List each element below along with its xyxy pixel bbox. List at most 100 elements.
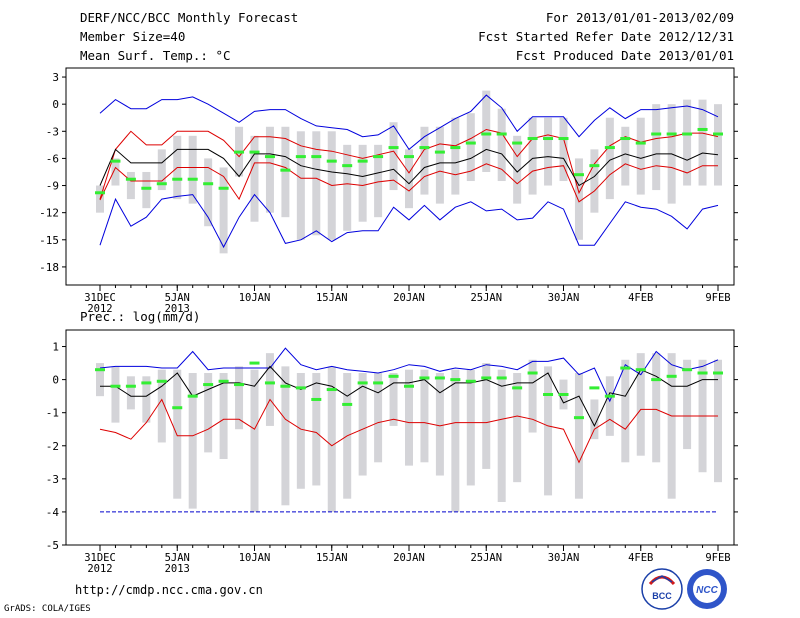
temperature-spread-box xyxy=(528,117,537,195)
precipitation-x-tick-year: 2012 xyxy=(87,563,112,575)
temperature-obs-mark xyxy=(573,173,584,177)
temperature-spread-box xyxy=(544,117,553,186)
temperature-spread-box xyxy=(250,135,259,222)
precipitation-spread-box xyxy=(513,373,522,483)
precipitation-title: Prec.: log(mm/d) xyxy=(80,309,200,324)
precipitation-obs-mark xyxy=(404,384,414,388)
precipitation-spread-box xyxy=(652,353,661,463)
precipitation-spread-box xyxy=(621,359,630,463)
temperature-x-tick-label: 10JAN xyxy=(239,292,271,304)
precipitation-obs-mark xyxy=(589,386,600,390)
precipitation-spread-box xyxy=(420,369,429,463)
precipitation-spread-box xyxy=(235,366,244,430)
precipitation-spread-box xyxy=(111,366,120,423)
temperature-spread-box xyxy=(188,135,197,204)
precipitation-obs-mark xyxy=(651,378,662,382)
precipitation-obs-mark xyxy=(419,376,430,380)
precipitation-spread-box xyxy=(188,373,197,509)
temperature-obs-mark xyxy=(666,132,677,136)
temperature-obs-mark xyxy=(373,155,384,159)
temperature-obs-mark xyxy=(218,186,229,190)
temperature-x-tick-year: 2012 xyxy=(87,303,112,315)
precipitation-obs-mark xyxy=(481,376,492,380)
temperature-obs-mark xyxy=(512,141,523,145)
temperature-spread-box xyxy=(157,149,166,191)
precipitation-spread-box xyxy=(590,399,599,440)
precipitation-spread-box xyxy=(312,373,321,486)
fcst-produced-date: Fcst Produced Date 2013/01/01 xyxy=(515,48,734,63)
temperature-obs-mark xyxy=(110,159,121,163)
temperature-obs-mark xyxy=(465,141,476,145)
temperature-obs-mark xyxy=(682,132,693,136)
grads-credit: GrADS: COLA/IGES xyxy=(4,604,91,614)
precipitation-obs-mark xyxy=(280,384,291,388)
precipitation-obs-mark xyxy=(141,381,152,385)
precipitation-y-tick-label: -3 xyxy=(46,473,59,486)
temperature-obs-mark xyxy=(651,132,662,136)
precipitation-obs-mark xyxy=(573,416,584,420)
precipitation-obs-mark xyxy=(604,394,615,398)
source-url[interactable]: http://cmdp.ncc.cma.gov.cn xyxy=(75,583,263,597)
temperature-mean-line xyxy=(99,148,719,187)
precipitation-spread-box xyxy=(281,366,290,506)
precipitation-obs-mark xyxy=(697,371,708,375)
precipitation-spread-box xyxy=(528,359,537,433)
temperature-y-tick-label: -6 xyxy=(46,152,59,165)
precipitation-obs-mark xyxy=(234,383,245,387)
temperature-obs-mark xyxy=(172,177,183,181)
precipitation-x-tick-label: 5JAN xyxy=(165,552,190,564)
precipitation-obs-mark xyxy=(95,368,105,372)
precipitation-y-tick-label: 1 xyxy=(52,341,59,354)
temperature-spread-box xyxy=(574,158,583,240)
precipitation-spread-box xyxy=(405,369,413,466)
precipitation-spread-box xyxy=(466,369,475,486)
precipitation-spread-box xyxy=(574,373,583,499)
temperature-spread-box xyxy=(652,104,661,191)
temperature-obs-mark xyxy=(280,168,291,172)
temperature-obs-mark xyxy=(249,150,260,154)
temperature-spread-box xyxy=(343,144,352,231)
temperature-spread-box xyxy=(497,108,506,182)
precipitation-x-tick-label: 15JAN xyxy=(316,552,348,564)
temperature-y-tick-label: -9 xyxy=(46,180,59,193)
temperature-obs-mark xyxy=(95,191,105,195)
precipitation-obs-mark xyxy=(264,381,275,385)
precipitation-spread-box xyxy=(96,363,104,397)
precipitation-obs-mark xyxy=(295,386,306,390)
temperature-obs-mark xyxy=(404,155,414,159)
precipitation-y-tick-label: -5 xyxy=(46,539,59,552)
fcst-started-date: Fcst Started Refer Date 2012/12/31 xyxy=(478,29,734,44)
bcc-logo-icon: BCC xyxy=(641,568,683,610)
temperature-obs-mark xyxy=(326,159,337,163)
precipitation-spread-box xyxy=(435,373,444,476)
precipitation-spread-box xyxy=(126,376,135,410)
temperature-obs-mark xyxy=(620,137,631,141)
precipitation-obs-mark xyxy=(373,381,384,385)
figure-title: DERF/NCC/BCC Monthly Forecast xyxy=(80,10,299,25)
temperature-x-tick-label: 25JAN xyxy=(470,292,502,304)
temperature-spread-box xyxy=(683,99,692,186)
precipitation-x-tick-year: 2013 xyxy=(165,563,190,575)
temperature-spread-box xyxy=(405,149,413,209)
precipitation-spread-box xyxy=(482,363,491,469)
temperature-spread-box xyxy=(265,126,274,213)
precipitation-spread-box xyxy=(667,353,676,499)
temperature-obs-mark xyxy=(388,146,399,150)
temperature-spread-box xyxy=(219,167,228,254)
precipitation-obs-mark xyxy=(635,368,646,372)
variable-label: Mean Surf. Temp.: °C xyxy=(80,48,231,63)
temperature-x-tick-label: 4FEB xyxy=(628,292,653,304)
precipitation-obs-mark xyxy=(110,384,121,388)
precipitation-x-tick-label: 9FEB xyxy=(705,552,730,564)
precipitation-obs-mark xyxy=(249,361,260,365)
precipitation-y-tick-label: -2 xyxy=(46,440,59,453)
temperature-spread-box xyxy=(281,126,290,218)
precipitation-spread-box xyxy=(389,373,398,426)
temperature-obs-mark xyxy=(635,141,646,145)
precipitation-obs-mark xyxy=(496,376,507,380)
precipitation-obs-mark xyxy=(203,383,214,387)
temperature-obs-mark xyxy=(125,177,136,181)
precipitation-spread-box xyxy=(327,366,336,512)
temperature-x-tick-label: 31DEC xyxy=(84,292,116,304)
